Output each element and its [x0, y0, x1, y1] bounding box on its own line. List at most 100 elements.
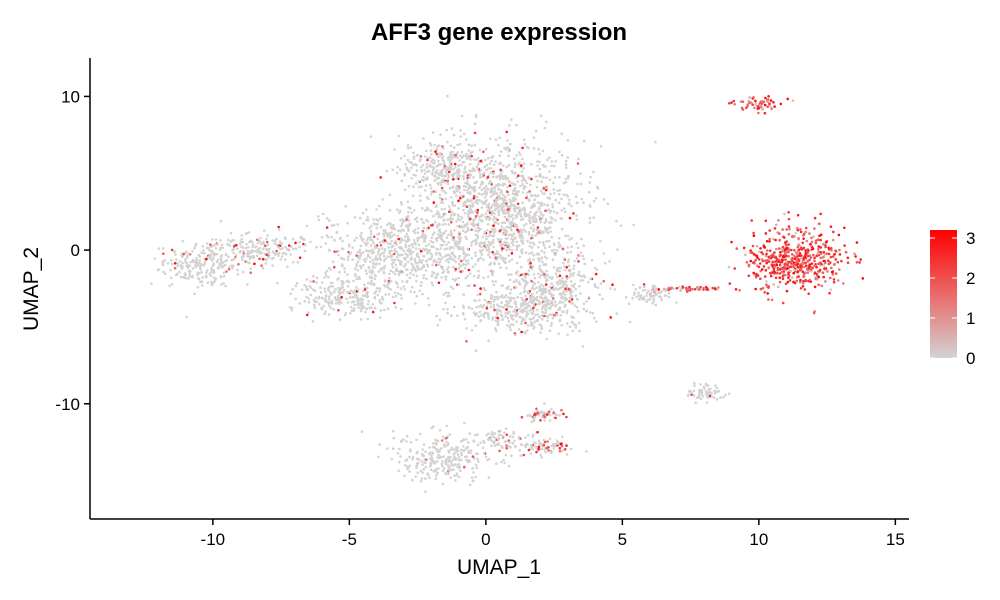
- data-point: [754, 99, 757, 103]
- data-point: [435, 448, 439, 451]
- data-point: [232, 258, 236, 261]
- data-point: [327, 275, 330, 279]
- data-point: [407, 184, 411, 188]
- data-point: [823, 267, 826, 271]
- data-point: [545, 186, 549, 189]
- data-point: [543, 221, 546, 224]
- data-point: [495, 329, 498, 333]
- data-point: [551, 205, 555, 209]
- data-point: [553, 192, 556, 195]
- data-point: [484, 202, 487, 206]
- data-point: [271, 239, 274, 242]
- data-point: [440, 237, 443, 240]
- data-point: [822, 259, 825, 263]
- data-point: [430, 274, 434, 277]
- data-point: [565, 265, 568, 269]
- data-point: [830, 247, 833, 250]
- data-point: [373, 306, 377, 310]
- data-point: [441, 271, 444, 275]
- data-point: [430, 245, 434, 248]
- data-point: [592, 216, 595, 219]
- data-point: [307, 300, 311, 304]
- data-point: [349, 312, 352, 315]
- y-tick-label: 0: [71, 241, 80, 260]
- data-point: [444, 301, 447, 305]
- data-point: [194, 244, 197, 248]
- data-point: [415, 438, 418, 442]
- data-point: [801, 260, 805, 263]
- data-point: [552, 252, 556, 255]
- data-point: [309, 293, 313, 297]
- data-point: [405, 240, 409, 244]
- data-point: [403, 172, 407, 176]
- data-point: [558, 150, 561, 154]
- data-point: [399, 157, 403, 160]
- data-point: [374, 258, 377, 261]
- data-point: [536, 409, 539, 413]
- data-point: [566, 234, 570, 238]
- data-point: [402, 285, 406, 288]
- data-point: [510, 235, 514, 238]
- data-point: [553, 288, 556, 291]
- data-point: [569, 447, 573, 451]
- data-point: [446, 294, 449, 298]
- data-point: [386, 284, 389, 288]
- data-point: [481, 172, 485, 176]
- data-point: [271, 264, 274, 267]
- data-point: [223, 260, 227, 263]
- data-point: [371, 303, 375, 306]
- data-point: [722, 395, 725, 399]
- data-point: [438, 231, 442, 234]
- data-point: [350, 309, 354, 313]
- data-point: [752, 234, 756, 237]
- data-point: [362, 289, 365, 293]
- data-point: [538, 152, 541, 156]
- data-point: [543, 448, 546, 451]
- data-point: [759, 105, 763, 108]
- data-point: [453, 474, 456, 477]
- data-point: [519, 454, 522, 458]
- data-point: [507, 320, 511, 323]
- data-point: [543, 203, 546, 206]
- data-point: [481, 306, 484, 309]
- data-point: [426, 263, 429, 267]
- data-point: [359, 244, 363, 248]
- data-point: [347, 245, 351, 248]
- data-point: [564, 289, 568, 293]
- data-point: [408, 222, 412, 226]
- data-point: [415, 465, 418, 468]
- data-point: [752, 271, 755, 275]
- data-point: [575, 257, 579, 260]
- data-point: [479, 159, 483, 163]
- data-point: [400, 260, 403, 264]
- data-point: [754, 103, 757, 107]
- data-point: [476, 293, 480, 297]
- data-point: [703, 387, 706, 390]
- data-point: [536, 308, 539, 312]
- data-point: [552, 181, 555, 185]
- data-point: [361, 301, 364, 305]
- data-point: [157, 247, 161, 250]
- data-point: [330, 235, 334, 239]
- data-point: [834, 250, 838, 253]
- data-point: [242, 252, 245, 255]
- data-point: [521, 319, 524, 322]
- data-point: [383, 279, 387, 282]
- data-point: [471, 205, 474, 208]
- data-point: [516, 246, 519, 249]
- data-point: [565, 298, 569, 301]
- data-point: [511, 442, 514, 445]
- data-point: [406, 158, 410, 162]
- data-point: [581, 345, 585, 348]
- data-point: [472, 176, 475, 179]
- data-point: [520, 215, 523, 218]
- data-point: [452, 168, 455, 171]
- data-point: [493, 227, 496, 231]
- data-point: [757, 258, 761, 261]
- data-point: [812, 311, 816, 315]
- data-point: [781, 259, 784, 262]
- data-point: [568, 238, 571, 241]
- data-point: [315, 245, 318, 249]
- data-point: [576, 182, 579, 186]
- data-point: [356, 269, 360, 272]
